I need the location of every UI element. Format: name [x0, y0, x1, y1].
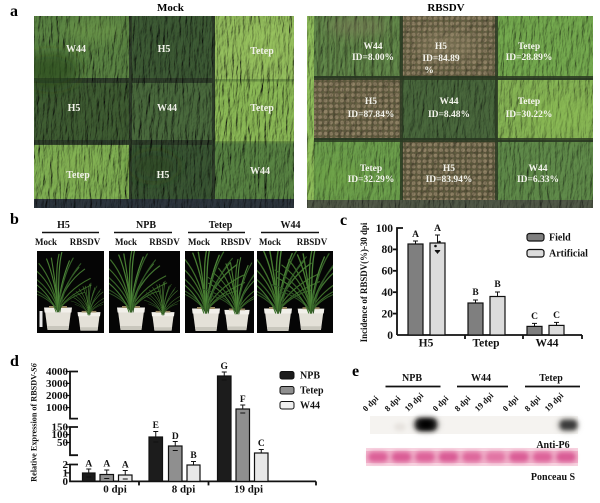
svg-text:100: 100	[376, 223, 394, 235]
svg-text:19 dpi: 19 dpi	[402, 390, 425, 413]
svg-text:G: G	[221, 362, 229, 372]
svg-text:C: C	[531, 312, 538, 322]
svg-text:C: C	[553, 311, 560, 321]
svg-text:H5: H5	[158, 44, 171, 55]
svg-text:3000: 3000	[46, 378, 69, 390]
svg-text:19 dpi: 19 dpi	[472, 390, 495, 413]
svg-text:Ponceau S: Ponceau S	[531, 472, 576, 483]
svg-text:H5: H5	[435, 42, 447, 52]
svg-text:RBSDV: RBSDV	[70, 237, 101, 247]
svg-text:80: 80	[382, 244, 394, 256]
svg-text:RBSDV: RBSDV	[149, 237, 180, 247]
svg-text:Mock: Mock	[115, 237, 137, 247]
svg-text:W44: W44	[66, 44, 86, 55]
svg-text:Field: Field	[549, 233, 571, 244]
svg-text:8 dpi: 8 dpi	[172, 484, 196, 496]
svg-text:RBSDV: RBSDV	[221, 237, 252, 247]
svg-text:H5: H5	[365, 97, 377, 107]
svg-text:ID=87.84%: ID=87.84%	[348, 110, 395, 120]
svg-text:8 dpi: 8 dpi	[452, 393, 472, 413]
svg-text:100: 100	[52, 429, 69, 441]
svg-text:ID=8.48%: ID=8.48%	[428, 110, 470, 120]
svg-text:4000: 4000	[46, 366, 69, 378]
svg-text:W44: W44	[300, 401, 320, 412]
svg-text:W44: W44	[536, 338, 559, 350]
svg-text:A: A	[103, 460, 110, 470]
svg-text:Tetep: Tetep	[518, 97, 540, 107]
svg-text:A: A	[412, 230, 419, 240]
svg-text:1000: 1000	[46, 402, 69, 414]
svg-text:%: %	[424, 66, 434, 76]
svg-text:B: B	[494, 280, 501, 290]
svg-text:8 dpi: 8 dpi	[522, 393, 542, 413]
svg-text:W44: W44	[250, 166, 270, 177]
svg-text:60: 60	[382, 266, 394, 278]
svg-text:1: 1	[63, 467, 69, 479]
svg-text:Tetep: Tetep	[360, 164, 382, 174]
svg-text:8 dpi: 8 dpi	[382, 393, 402, 413]
svg-text:NPB: NPB	[300, 371, 320, 382]
svg-text:0 dpi: 0 dpi	[360, 393, 380, 413]
svg-text:H5: H5	[57, 220, 70, 231]
svg-text:150: 150	[52, 422, 69, 434]
svg-text:Tetep: Tetep	[209, 220, 233, 231]
svg-text:H5: H5	[419, 338, 434, 350]
svg-text:2000: 2000	[46, 390, 69, 402]
svg-text:W44: W44	[364, 42, 383, 52]
svg-text:W44: W44	[281, 220, 301, 231]
svg-text:19 dpi: 19 dpi	[234, 484, 263, 496]
svg-text:B: B	[190, 451, 197, 461]
svg-text:H5: H5	[157, 170, 170, 181]
svg-text:50: 50	[57, 437, 69, 449]
svg-text:ID=28.89%: ID=28.89%	[506, 53, 553, 63]
svg-text:ID=84.89: ID=84.89	[422, 54, 460, 64]
svg-text:F: F	[240, 395, 246, 405]
svg-text:ID=32.29%: ID=32.29%	[348, 175, 395, 185]
svg-text:Mock: Mock	[188, 237, 210, 247]
svg-text:W44: W44	[440, 97, 459, 107]
svg-text:Incidence of RBSDV(%)-30 dpi: Incidence of RBSDV(%)-30 dpi	[359, 222, 369, 342]
svg-text:Mock: Mock	[35, 237, 57, 247]
svg-text:H5: H5	[68, 103, 81, 114]
svg-text:Tetep: Tetep	[539, 373, 563, 384]
svg-text:H5: H5	[443, 164, 455, 174]
svg-text:Relative Expression of RBSDV-S: Relative Expression of RBSDV-S6	[30, 362, 39, 482]
svg-text:Tetep: Tetep	[250, 103, 274, 114]
svg-text:0 dpi: 0 dpi	[500, 393, 520, 413]
svg-text:RBSDV: RBSDV	[297, 237, 328, 247]
svg-text:A: A	[434, 224, 441, 234]
svg-text:E: E	[153, 421, 159, 431]
svg-text:A: A	[85, 460, 92, 470]
svg-text:D: D	[172, 432, 179, 442]
svg-text:0: 0	[63, 476, 69, 488]
svg-text:ID=83.94%: ID=83.94%	[426, 175, 473, 185]
svg-text:19 dpi: 19 dpi	[542, 390, 565, 413]
svg-text:Tetep: Tetep	[300, 386, 324, 397]
svg-text:Mock: Mock	[259, 237, 281, 247]
svg-text:Tetep: Tetep	[250, 46, 274, 57]
svg-text:ID=8.00%: ID=8.00%	[352, 53, 394, 63]
svg-text:Tetep: Tetep	[472, 338, 499, 350]
svg-text:Artificial: Artificial	[549, 249, 588, 260]
svg-text:0: 0	[387, 330, 393, 342]
svg-text:C: C	[258, 439, 265, 449]
svg-text:A: A	[122, 461, 129, 471]
svg-text:40: 40	[382, 287, 394, 299]
svg-text:Tetep: Tetep	[66, 170, 90, 181]
svg-text:W44: W44	[157, 103, 177, 114]
svg-text:0 dpi: 0 dpi	[430, 393, 450, 413]
svg-text:20: 20	[382, 309, 394, 321]
svg-text:0 dpi: 0 dpi	[103, 484, 127, 496]
svg-text:Anti-P6: Anti-P6	[536, 440, 569, 451]
svg-text:W44: W44	[529, 164, 548, 174]
svg-text:B: B	[472, 288, 479, 298]
svg-text:ID=6.33%: ID=6.33%	[517, 175, 559, 185]
svg-text:NPB: NPB	[136, 220, 156, 231]
svg-text:ID=30.22%: ID=30.22%	[506, 110, 553, 120]
svg-text:NPB: NPB	[402, 373, 422, 384]
svg-text:Tetep: Tetep	[518, 42, 540, 52]
svg-text:W44: W44	[471, 373, 491, 384]
